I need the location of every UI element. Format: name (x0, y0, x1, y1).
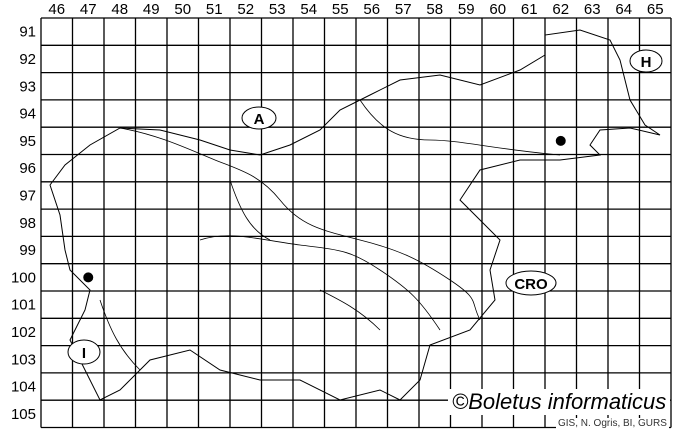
copyright-credit: ©Boletus informaticus (448, 389, 671, 415)
row-label: 94 (19, 106, 36, 123)
column-label: 53 (269, 1, 286, 18)
column-label: 61 (521, 1, 538, 18)
row-label: 93 (19, 78, 36, 95)
column-label: 48 (111, 1, 128, 18)
row-label: 97 (19, 187, 36, 204)
column-label: 52 (237, 1, 254, 18)
row-label: 92 (19, 51, 36, 68)
column-label: 51 (206, 1, 223, 18)
svg-text:CRO: CRO (514, 276, 548, 293)
data-source: GIS, N. Ogris, BI, GURS (556, 418, 669, 429)
country-label-croatia: CRO (505, 270, 557, 296)
row-label: 103 (11, 351, 36, 368)
svg-text:H: H (641, 54, 652, 71)
column-label: 54 (300, 1, 317, 18)
row-label: 98 (19, 215, 36, 232)
row-label: 104 (11, 379, 36, 396)
svg-text:I: I (82, 345, 86, 362)
country-label-hungary: H (629, 49, 663, 73)
column-label: 63 (584, 1, 601, 18)
column-label: 56 (363, 1, 380, 18)
row-label: 101 (11, 297, 36, 314)
row-label: 100 (11, 269, 36, 286)
country-border (49, 29, 661, 401)
column-label: 50 (174, 1, 191, 18)
record-dot (83, 272, 94, 283)
row-label: 96 (19, 160, 36, 177)
country-label-italy: I (67, 339, 101, 365)
row-label: 99 (19, 242, 36, 259)
record-dot (555, 135, 566, 146)
column-label: 46 (48, 1, 65, 18)
column-label: 60 (489, 1, 506, 18)
column-label: 55 (332, 1, 349, 18)
svg-text:A: A (254, 111, 265, 128)
row-label: 102 (11, 324, 36, 341)
country-label-austria: A (241, 106, 277, 130)
column-label: 57 (395, 1, 412, 18)
column-label: 59 (458, 1, 475, 18)
column-label: 47 (80, 1, 97, 18)
column-label: 65 (647, 1, 664, 18)
row-label: 91 (19, 24, 36, 41)
column-label: 49 (143, 1, 160, 18)
column-label: 62 (552, 1, 569, 18)
row-label: 105 (11, 406, 36, 423)
column-label: 64 (615, 1, 632, 18)
column-label: 58 (426, 1, 443, 18)
row-label: 95 (19, 133, 36, 150)
rivers (99, 99, 561, 371)
